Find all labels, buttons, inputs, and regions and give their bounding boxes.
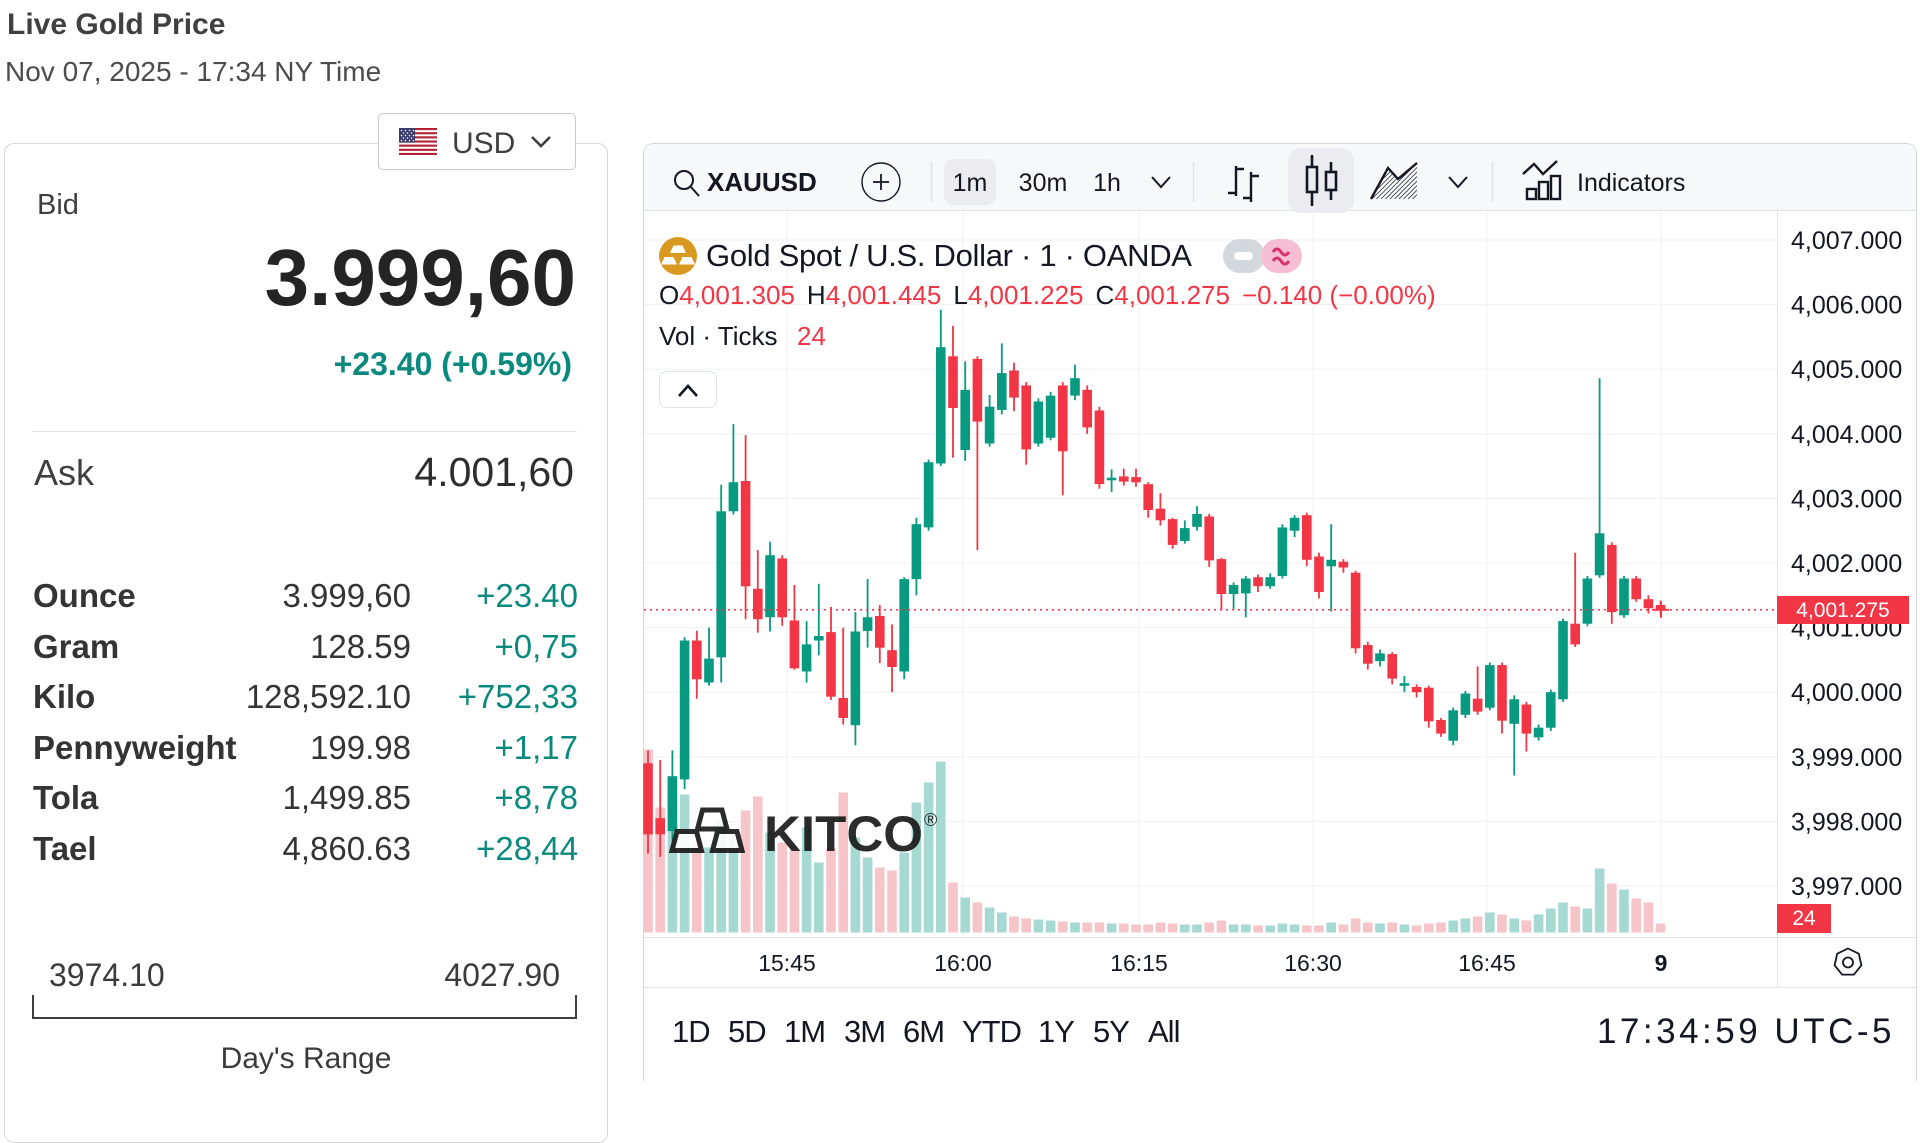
- svg-text:4,002.000: 4,002.000: [1791, 550, 1902, 578]
- svg-text:16:30: 16:30: [1284, 950, 1342, 976]
- svg-text:Indicators: Indicators: [1577, 169, 1685, 197]
- svg-text:16:00: 16:00: [934, 950, 992, 976]
- svg-text:4,006.000: 4,006.000: [1791, 292, 1902, 320]
- svg-text:4,005.000: 4,005.000: [1791, 356, 1902, 384]
- svg-text:XAUUSD: XAUUSD: [707, 167, 817, 197]
- svg-text:24: 24: [1792, 907, 1816, 930]
- svg-text:1M: 1M: [784, 1014, 825, 1049]
- svg-text:24: 24: [797, 321, 826, 351]
- svg-text:All: All: [1148, 1014, 1179, 1049]
- svg-text:3,997.000: 3,997.000: [1791, 873, 1902, 901]
- svg-text:6M: 6M: [903, 1014, 944, 1049]
- svg-text:4,004.000: 4,004.000: [1791, 421, 1902, 449]
- svg-text:1m: 1m: [953, 169, 988, 197]
- svg-text:Gold Spot / U.S. Dollar · 1 ·: Gold Spot / U.S. Dollar · 1 · OANDA: [706, 238, 1192, 273]
- svg-text:16:15: 16:15: [1110, 950, 1168, 976]
- svg-text:9: 9: [1655, 950, 1668, 976]
- svg-text:17:34:59 UTC-5: 17:34:59 UTC-5: [1597, 1012, 1895, 1051]
- svg-text:30m: 30m: [1019, 169, 1068, 197]
- svg-text:4,007.000: 4,007.000: [1791, 227, 1902, 255]
- svg-text:3,999.000: 3,999.000: [1791, 744, 1902, 772]
- svg-text:3,998.000: 3,998.000: [1791, 808, 1902, 836]
- svg-text:5Y: 5Y: [1093, 1014, 1129, 1049]
- svg-text:1h: 1h: [1093, 169, 1121, 197]
- svg-text:YTD: YTD: [962, 1014, 1021, 1049]
- svg-text:5D: 5D: [728, 1014, 766, 1049]
- svg-text:1Y: 1Y: [1038, 1014, 1074, 1049]
- svg-text:®: ®: [924, 810, 937, 830]
- svg-text:Vol · Ticks: Vol · Ticks: [659, 321, 777, 351]
- svg-text:4,003.000: 4,003.000: [1791, 485, 1902, 513]
- svg-text:3M: 3M: [844, 1014, 885, 1049]
- svg-text:15:45: 15:45: [758, 950, 816, 976]
- svg-text:KITCO: KITCO: [764, 806, 923, 862]
- svg-text:4,000.000: 4,000.000: [1791, 679, 1902, 707]
- svg-text:4,001.275: 4,001.275: [1796, 599, 1889, 622]
- svg-text:1D: 1D: [672, 1014, 710, 1049]
- svg-text:16:45: 16:45: [1458, 950, 1516, 976]
